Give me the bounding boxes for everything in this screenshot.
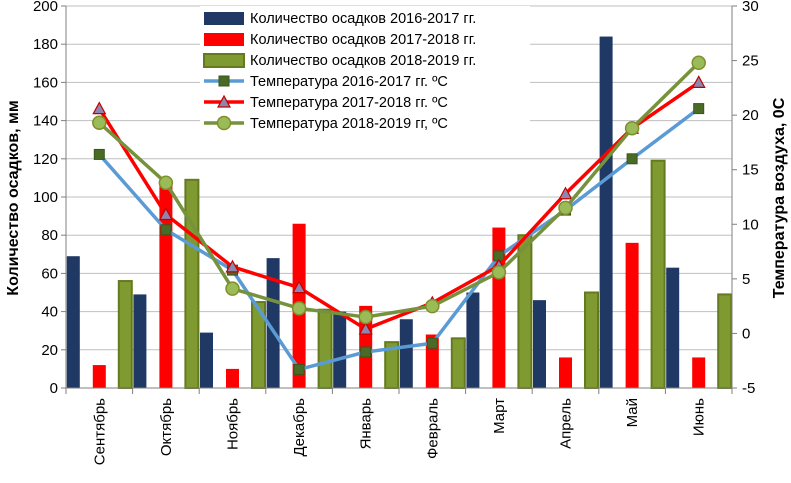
legend-label: Температура 2017-2018 гг. ºС (250, 95, 448, 111)
x-tick-label: Январь (358, 398, 375, 450)
y2-tick-label: 25 (742, 53, 759, 70)
y2-tick-label: 20 (742, 107, 759, 124)
bar (466, 292, 480, 388)
data-point (558, 186, 573, 200)
data-point (158, 175, 174, 191)
data-point (626, 153, 638, 165)
x-tick-label: Апрель (558, 398, 575, 449)
legend-label: Количество осадков 2017-2018 гг. (250, 32, 476, 48)
bar (650, 159, 666, 389)
y-tick-label: 200 (33, 0, 58, 15)
data-point (216, 115, 232, 131)
bar (66, 256, 80, 388)
y2-axis-title: Температура воздуха, 0С (771, 97, 788, 298)
y-tick-label: 0 (50, 380, 58, 397)
bar (200, 332, 213, 388)
data-point (691, 75, 706, 89)
x-tick-label: Июнь (691, 398, 708, 436)
legend-label: Температура 2018-2019 гг, ºС (250, 116, 448, 132)
data-point (358, 321, 373, 335)
x-tick-label: Ноябрь (225, 398, 242, 450)
data-point (216, 94, 232, 108)
data-point (218, 75, 230, 87)
legend-swatch (203, 53, 245, 68)
bar (117, 280, 133, 390)
legend-swatch (204, 33, 244, 46)
bar (92, 365, 106, 388)
y2-tick-label: 5 (742, 271, 750, 288)
x-tick-label: Сентябрь (91, 398, 108, 465)
data-point (293, 363, 305, 375)
x-tick-label: Май (624, 398, 641, 427)
bar (666, 267, 680, 388)
data-point (291, 301, 307, 316)
data-point (360, 346, 372, 358)
bar (717, 293, 733, 389)
y-tick-label: 120 (33, 151, 58, 168)
y-tick-label: 40 (41, 304, 58, 321)
legend-label: Количество осадков 2016-2017 гг. (250, 11, 476, 27)
bar (559, 357, 572, 388)
axes (61, 5, 737, 394)
data-point (92, 101, 107, 115)
legend-label: Температура 2016-2017 гг. ºС (250, 74, 448, 90)
y-tick-label: 60 (41, 265, 58, 282)
legend-background (200, 6, 530, 136)
data-point (160, 224, 172, 236)
x-tick-label: Март (491, 398, 508, 434)
data-point (425, 298, 440, 314)
bar (399, 319, 413, 388)
data-point (693, 103, 705, 115)
x-tick-label: Декабрь (291, 398, 308, 457)
y2-tick-label: -5 (742, 380, 755, 397)
bar (533, 300, 546, 388)
data-point (158, 207, 173, 221)
bar (266, 258, 280, 388)
data-point (691, 55, 706, 71)
legend-swatch (204, 12, 244, 25)
x-tick-label: Октябрь (158, 398, 175, 456)
data-point (292, 280, 307, 294)
y2-tick-label: 10 (742, 216, 759, 233)
legend: Количество осадков 2016-2017 гг. Количест… (200, 6, 530, 136)
y-tick-label: 180 (33, 36, 58, 53)
bar (226, 368, 239, 388)
data-point (225, 281, 240, 296)
bar (625, 242, 639, 388)
bar (517, 234, 533, 389)
data-point (225, 259, 240, 273)
bar (333, 311, 347, 388)
data-point (624, 120, 640, 136)
data-point (92, 115, 107, 131)
series-line (98, 61, 700, 319)
series-line (97, 107, 700, 372)
bar (450, 337, 466, 389)
bar (599, 36, 613, 389)
tick-labels: 0 20 40 60 80 100 120 140 160 180 200 -5 0 5 10 15 20 25 3… (33, 0, 759, 465)
legend-label: Количество осадков 2018-2019 гг. (250, 53, 476, 69)
data-point (491, 265, 507, 280)
bar (184, 178, 200, 389)
bar (692, 357, 706, 388)
y-tick-label: 140 (33, 113, 58, 130)
y2-tick-label: 0 (742, 325, 750, 342)
bar (584, 291, 599, 389)
y-tick-label: 100 (33, 189, 58, 206)
y-tick-label: 20 (41, 342, 58, 359)
x-tick-label: Февраль (424, 398, 441, 459)
bar (317, 308, 333, 389)
y-axis-title: Количество осадков, мм (5, 100, 22, 295)
data-point (93, 148, 105, 160)
y2-tick-label: 30 (742, 0, 759, 15)
y-tick-label: 160 (33, 74, 58, 91)
data-point (358, 309, 373, 325)
line-series-group (92, 55, 706, 375)
y2-tick-label: 15 (742, 162, 759, 179)
data-point (426, 337, 438, 349)
data-point (558, 200, 573, 216)
series-line (97, 80, 700, 331)
y-tick-label: 80 (41, 227, 58, 244)
bar (133, 294, 147, 388)
